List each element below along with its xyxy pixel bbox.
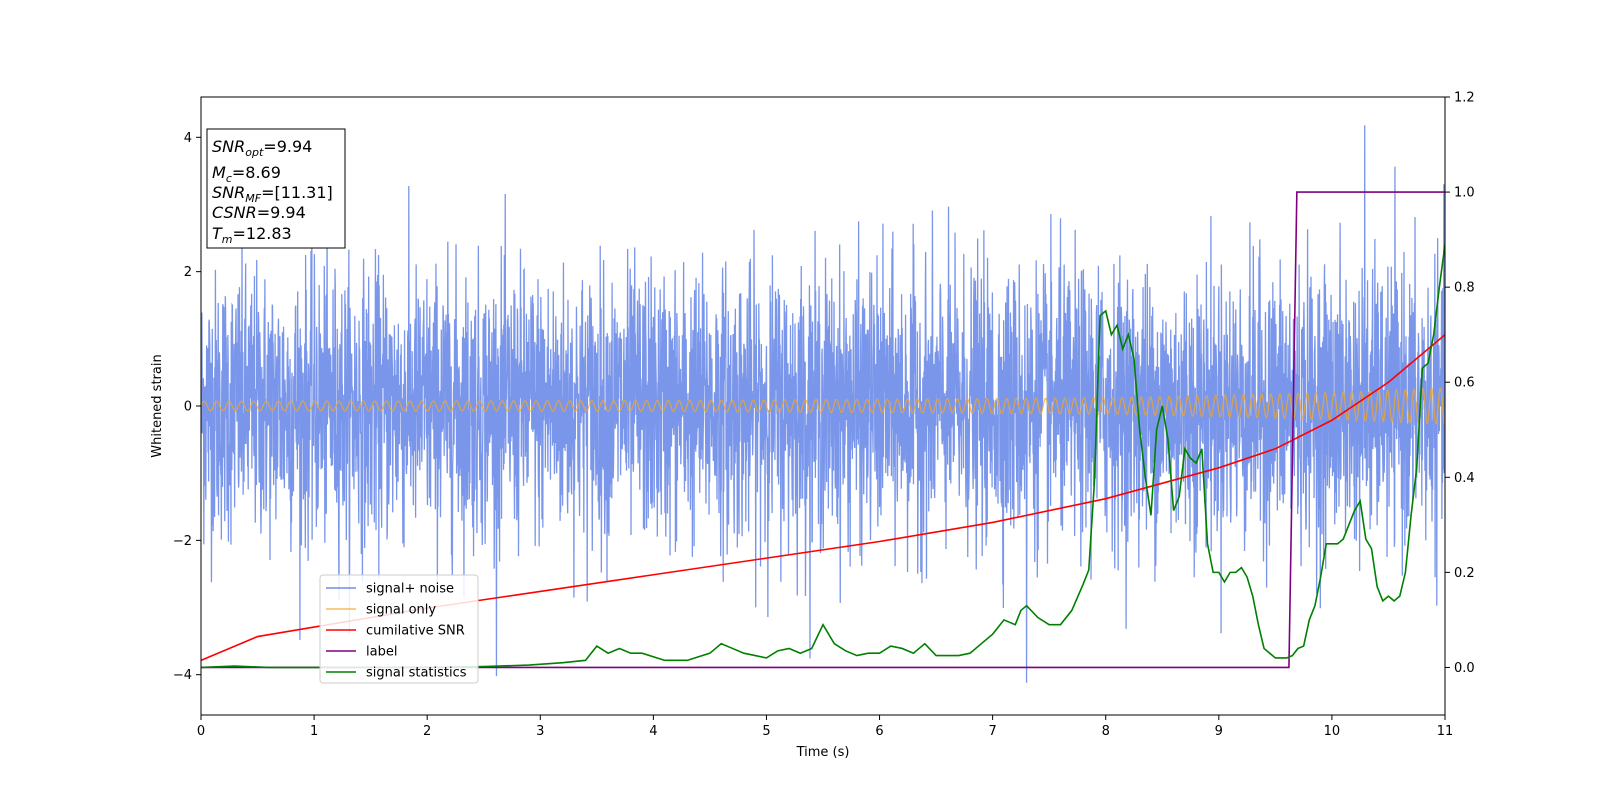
legend-frame	[319, 574, 479, 684]
x-tick-label: 4	[649, 724, 657, 739]
info-tm-sub: m	[222, 233, 233, 246]
legend-label: cumilative SNR	[366, 624, 465, 639]
x-tick-label: 3	[536, 724, 544, 739]
y2-tick-label: 0.4	[1454, 471, 1475, 486]
x-tick-label: 10	[1324, 724, 1341, 739]
info-csnr-base: CSNR	[212, 203, 257, 222]
signal-noise-line	[201, 125, 1445, 683]
x-axis-label: Time (s)	[796, 745, 850, 760]
legend-label: signal only	[366, 603, 436, 618]
info-snr-opt: SNRopt=9.94	[212, 137, 312, 159]
info-snr-mf-sub: MF	[245, 192, 261, 205]
info-snr-mf: SNRMF=[11.31]	[212, 183, 333, 205]
x-tick-label: 11	[1437, 724, 1454, 739]
signal-noise-series	[201, 125, 1445, 683]
legend-label: signal statistics	[366, 666, 467, 681]
label-line	[201, 191, 1445, 669]
info-box-frame	[206, 128, 346, 249]
x-tick-label: 0	[197, 724, 205, 739]
y2-tick-label: 0.8	[1454, 281, 1475, 296]
signal-only-line	[201, 387, 1445, 425]
info-box: SNRopt=9.94 Mc=8.69 SNRMF=[11.31] CSNR=9…	[206, 128, 346, 249]
legend-label: signal+ noise	[366, 582, 454, 597]
y-tick-label: −2	[173, 534, 192, 549]
x-tick-label: 1	[310, 724, 318, 739]
info-snr-opt-value: =9.94	[263, 137, 312, 156]
info-snr-mf-base: SNR	[212, 183, 245, 202]
y-tick-label: 4	[184, 131, 192, 146]
info-tm: Tm=12.83	[212, 224, 292, 246]
axes: 0 1 2 3 4 5 6 7 8 9 10 11 −4 −2 0 2 4 0.0 0.2 0.4 0.6 0.8 1.0 1…	[150, 91, 1475, 761]
y-axis-label: Whitened strain	[150, 354, 165, 457]
y2-tick-label: 0.6	[1454, 376, 1475, 391]
info-mc-sub: c	[226, 172, 232, 185]
info-csnr: CSNR=9.94	[212, 203, 306, 222]
y2-tick-label: 0.2	[1454, 566, 1475, 581]
y2-tick-label: 1.2	[1454, 91, 1475, 106]
info-tm-base: T	[212, 224, 223, 243]
y-tick-label: 2	[184, 265, 192, 280]
y2-tick-label: 0.0	[1454, 661, 1475, 676]
info-mc-value: =8.69	[232, 163, 281, 182]
info-csnr-value: =9.94	[257, 203, 306, 222]
y-tick-label: −4	[173, 668, 192, 683]
signal-statistics-line	[201, 244, 1445, 669]
info-snr-opt-sub: opt	[245, 146, 264, 159]
legend-label: label	[366, 645, 397, 660]
x-tick-label: 9	[1215, 724, 1223, 739]
info-snr-opt-base: SNR	[212, 137, 245, 156]
x-tick-label: 2	[423, 724, 431, 739]
info-tm-value: =12.83	[233, 224, 292, 243]
legend: signal+ noise signal only cumilative SNR la…	[319, 574, 479, 684]
x-tick-label: 7	[988, 724, 996, 739]
x-tick-label: 8	[1102, 724, 1110, 739]
info-snr-mf-value: =[11.31]	[261, 183, 333, 202]
x-tick-label: 6	[875, 724, 883, 739]
signal-only-series	[201, 387, 1445, 425]
x-tick-label: 5	[762, 724, 770, 739]
info-mc-base: M	[212, 163, 226, 182]
y2-tick-label: 1.0	[1454, 186, 1475, 201]
y-tick-label: 0	[184, 400, 192, 415]
info-mc: Mc=8.69	[212, 163, 281, 185]
